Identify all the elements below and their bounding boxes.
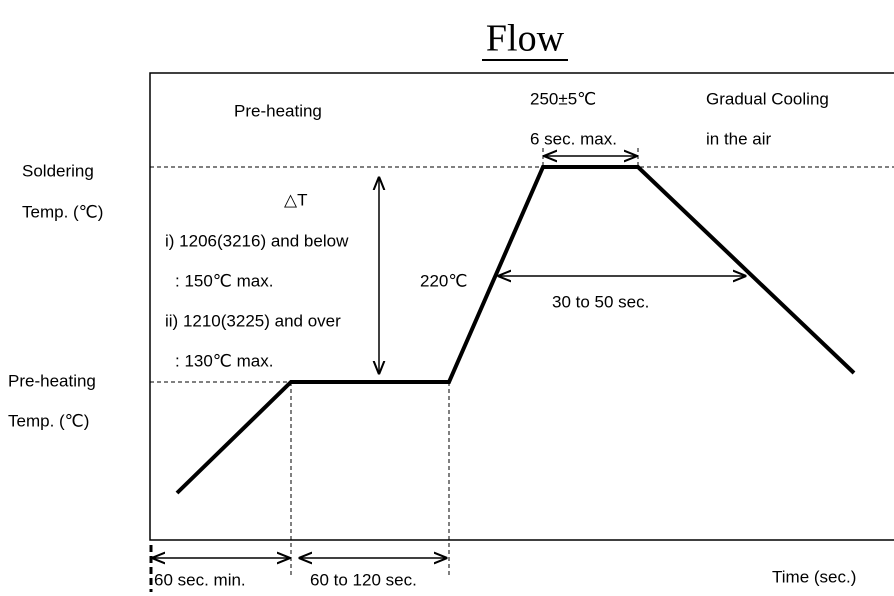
label: △T: [284, 190, 307, 209]
label: 220℃: [420, 271, 467, 290]
label: Pre-heating: [8, 371, 96, 390]
frame: [149, 72, 894, 541]
label: Time (sec.): [772, 567, 856, 586]
label: 250±5℃: [530, 89, 596, 108]
label: 60 to 120 sec.: [310, 570, 417, 589]
label: : 130℃ max.: [175, 351, 273, 370]
profile: [175, 165, 856, 495]
label: i) 1206(3216) and below: [165, 231, 349, 250]
label: Temp. (℃): [22, 202, 103, 221]
label: Gradual Cooling: [706, 89, 829, 108]
label: : 150℃ max.: [175, 271, 273, 290]
label: Temp. (℃): [8, 411, 89, 430]
label: 6 sec. max.: [530, 129, 617, 148]
label: in the air: [706, 129, 772, 148]
label: Soldering: [22, 161, 94, 180]
label: ii) 1210(3225) and over: [165, 311, 341, 330]
label: Pre-heating: [234, 101, 322, 120]
label: 60 sec. min.: [154, 570, 246, 589]
title: Flow: [486, 18, 565, 60]
label: 30 to 50 sec.: [552, 292, 649, 311]
